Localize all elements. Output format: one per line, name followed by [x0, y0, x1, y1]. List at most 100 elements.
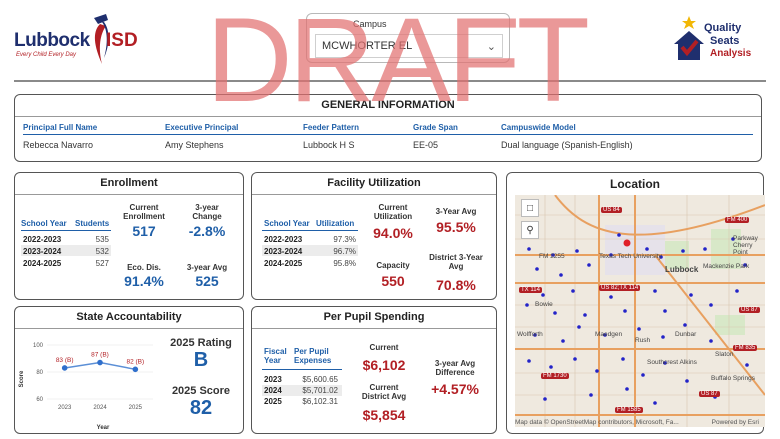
select-area-icon[interactable]: □	[521, 199, 539, 217]
map-label: Texas Tech University	[599, 253, 662, 260]
data-point	[132, 366, 139, 373]
district-name: Lubbock	[14, 30, 90, 51]
current-enrollment-value: 517	[132, 223, 156, 239]
table-row-year: 2024-2025	[264, 259, 303, 268]
map-label: FM 2255	[539, 253, 565, 260]
per-pupil-title: Per Pupil Spending	[323, 311, 425, 323]
rating-label: 2025 Rating	[170, 337, 232, 349]
table-header-line	[262, 230, 358, 231]
house-check-icon	[674, 16, 704, 60]
panel-divider	[15, 116, 761, 117]
map-label: Wolfforth	[517, 331, 543, 338]
campus-dropdown[interactable]: MCWHORTER EL ⌄	[315, 34, 503, 58]
current-utilization-value: 94.0%	[373, 225, 413, 241]
table-row-students: 532	[95, 247, 109, 256]
qsa-line2: Seats	[710, 35, 740, 47]
table-row-students: 527	[95, 259, 109, 268]
map-label: Buffalo Springs	[711, 375, 755, 382]
table-row-util: 96.7%	[333, 247, 356, 256]
location-title: Location	[610, 177, 660, 191]
table-row-year: 2023	[264, 375, 282, 384]
map-label: Bowie	[535, 301, 553, 308]
map-basemap	[515, 195, 765, 427]
qsa-line3: Analysis	[710, 48, 752, 59]
three-year-avg-value: 525	[195, 273, 219, 289]
x-tick-label: 2024	[93, 405, 107, 411]
map-label: Parkway Cherry Point	[733, 235, 758, 256]
executive-principal-value: Amy Stephens	[165, 140, 224, 150]
table-header-line	[262, 369, 342, 370]
score-label: 2025 Score	[171, 385, 231, 397]
map-label: US 84	[601, 207, 622, 213]
data-point	[61, 365, 68, 371]
grade-span-value: EE-05	[413, 140, 439, 150]
facility-avg-value: 95.5%	[436, 219, 476, 235]
location-panel: Location	[506, 172, 765, 434]
table-row-expense: $6,102.31	[302, 397, 338, 406]
map-label: TX 114	[519, 287, 542, 293]
search-icon[interactable]: ⚲	[521, 221, 539, 239]
table-row-util: 95.8%	[333, 259, 356, 268]
capacity-value: 550	[381, 273, 405, 289]
feeder-pattern-header: Feeder Pattern	[303, 123, 360, 132]
header-underline	[23, 134, 753, 135]
facility-utilization-panel: Facility Utilization School Year Utiliza…	[251, 172, 497, 300]
facility-utilization-title: Facility Utilization	[327, 177, 421, 189]
panel-divider	[15, 194, 243, 195]
selected-campus-marker	[623, 239, 631, 247]
header-divider	[14, 80, 766, 82]
facility-util-header: Utilization	[316, 219, 355, 228]
y-axis-label: Score	[19, 370, 25, 387]
three-year-change-label: 3-year Change	[192, 203, 222, 221]
current-utilization-label: Current Utilization	[373, 203, 413, 221]
panel-divider	[252, 194, 496, 195]
avg-difference-value: +4.57%	[431, 381, 479, 397]
x-axis-label: Year	[97, 425, 110, 431]
table-row-year: 2023-2024	[23, 247, 62, 256]
general-information-title: GENERAL INFORMATION	[321, 99, 455, 111]
campuswide-model-header[interactable]: Campuswide Model	[501, 123, 576, 132]
campuswide-model-value: Dual language (Spanish-English)	[501, 140, 633, 150]
fiscal-year-header: Fiscal Year	[264, 347, 287, 365]
enrollment-panel: Enrollment School Year Students 2022-202…	[14, 172, 244, 300]
x-tick-label: 2023	[58, 405, 72, 411]
lubbock-isd-logo: Lubbock ISD Every Child Every Day	[14, 14, 138, 74]
district-avg-label: District 3-Year Avg	[429, 253, 483, 271]
eco-dis-value: 91.4%	[124, 273, 164, 289]
campus-filter: Campus MCWHORTER EL ⌄	[306, 13, 510, 63]
enrollment-title: Enrollment	[100, 177, 158, 189]
table-row-expense: $5,600.65	[302, 375, 338, 384]
table-row-util: 97.3%	[333, 235, 356, 244]
table-header-line	[21, 230, 111, 231]
state-accountability-title: State Accountability	[76, 311, 182, 323]
map-label: US 87	[739, 307, 760, 313]
feeder-pattern-value: Lubbock H S	[303, 140, 355, 150]
map-label: US 87	[699, 391, 720, 397]
powered-by-esri[interactable]: Powered by Esri	[711, 419, 759, 426]
score-value: 82	[189, 397, 213, 419]
table-row-year: 2025	[264, 397, 282, 406]
data-label: 87 (B)	[91, 352, 109, 359]
data-label: 83 (B)	[56, 357, 74, 364]
principal-header: Principal Full Name	[23, 123, 98, 132]
district-suffix: ISD	[106, 30, 138, 51]
eco-dis-label: Eco. Dis.	[127, 263, 161, 272]
campus-map[interactable]: □ ⚲ US 84 FM 2255 Texas Tech University …	[515, 195, 765, 427]
table-row-year: 2022-2023	[23, 235, 62, 244]
principal-value: Rebecca Navarro	[23, 140, 94, 150]
facility-year-header: School Year	[264, 219, 310, 228]
capacity-label: Capacity	[376, 261, 410, 270]
map-label: Maedgen	[595, 331, 623, 338]
map-attribution[interactable]: Map data © OpenStreetMap contributors, M…	[515, 419, 679, 426]
general-information-panel: GENERAL INFORMATION Principal Full Name …	[14, 94, 762, 162]
map-label: Southcrest Alkins	[647, 359, 697, 366]
panel-divider	[15, 328, 243, 329]
y-tick-label: 100	[33, 343, 44, 349]
per-pupil-spending-panel: Per Pupil Spending Fiscal Year Per Pupil…	[251, 306, 497, 434]
grade-span-header: Grade Span	[413, 123, 458, 132]
map-city-label: Lubbock	[665, 265, 699, 274]
qsa-line1: Quality	[704, 22, 742, 34]
per-pupil-expenses-header: Per Pupil Expenses	[294, 347, 332, 365]
three-year-avg-label: 3-year Avg	[186, 263, 228, 272]
panel-divider	[252, 328, 496, 329]
